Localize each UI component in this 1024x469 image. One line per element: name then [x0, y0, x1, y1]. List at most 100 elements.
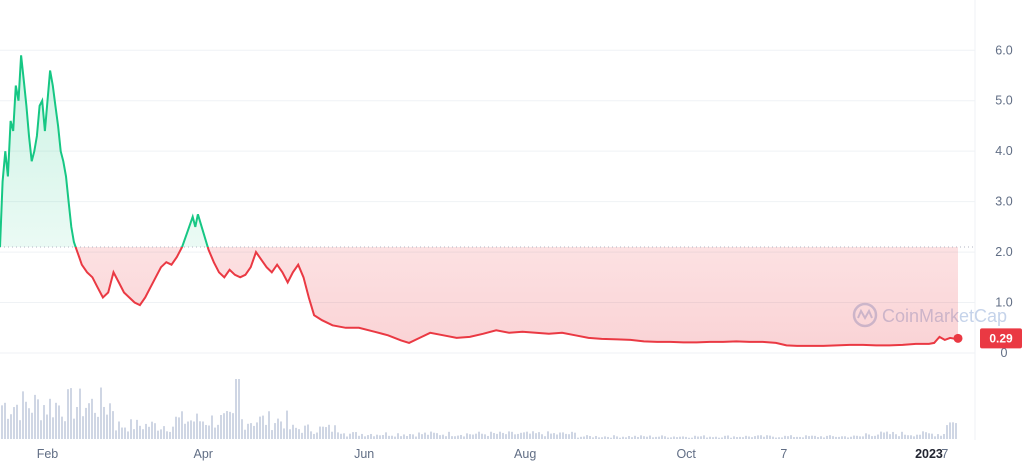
volume-bar	[760, 435, 762, 439]
volume-bar	[556, 434, 558, 439]
volume-bar	[103, 406, 105, 439]
volume-bar	[37, 399, 39, 439]
volume-bar	[847, 437, 849, 439]
y-tick-label: 0	[1001, 346, 1008, 360]
volume-bar	[430, 431, 432, 439]
volume-bar	[244, 429, 246, 439]
volume-bar	[763, 436, 765, 439]
volume-bar	[571, 431, 573, 439]
volume-bar	[820, 436, 822, 439]
volume-bar	[814, 435, 816, 439]
volume-bar	[220, 415, 222, 439]
volume-bar	[445, 436, 447, 439]
volume-bar	[241, 419, 243, 439]
volume-bar	[784, 435, 786, 439]
volume-bar	[868, 434, 870, 439]
volume-bar	[13, 407, 15, 439]
volume-bar	[136, 419, 138, 439]
volume-bar	[844, 436, 846, 439]
volume-bar	[775, 437, 777, 439]
volume-bar	[286, 410, 288, 439]
volume-bar	[688, 437, 690, 439]
volume-bar	[628, 436, 630, 439]
volume-bar	[172, 426, 174, 439]
volume-bar	[481, 433, 483, 439]
volume-bar	[7, 418, 9, 439]
volume-bar	[1, 405, 3, 439]
volume-bar	[73, 418, 75, 439]
volume-bar	[703, 435, 705, 439]
volume-bar	[667, 437, 669, 439]
volume-bar	[268, 411, 270, 439]
volume-bar	[640, 435, 642, 439]
volume-bar	[484, 434, 486, 439]
volume-bar	[733, 436, 735, 439]
volume-bar	[574, 432, 576, 439]
volume-bar	[337, 432, 339, 439]
volume-bar	[610, 437, 612, 439]
volume-bar	[802, 437, 804, 439]
volume-bar	[361, 433, 363, 439]
volume-bar	[652, 437, 654, 439]
volume-bar	[496, 433, 498, 439]
volume-bar	[532, 431, 534, 439]
volume-bar	[433, 432, 435, 439]
volume-bar	[262, 415, 264, 439]
y-tick-label: 1.0	[995, 296, 1012, 310]
volume-bar	[778, 437, 780, 439]
volume-bar	[334, 425, 336, 439]
volume-bar	[145, 423, 147, 439]
volume-bar	[142, 429, 144, 439]
volume-bar	[67, 389, 69, 439]
volume-bar	[70, 388, 72, 439]
volume-bar	[604, 436, 606, 439]
volume-bar	[322, 426, 324, 439]
volume-bar	[673, 436, 675, 439]
volume-bar	[265, 424, 267, 439]
y-tick-label: 4.0	[995, 144, 1012, 158]
volume-bar	[382, 435, 384, 439]
volume-bar	[97, 416, 99, 439]
volume-bar	[796, 436, 798, 439]
volume-bar	[391, 435, 393, 439]
volume-bar	[565, 433, 567, 439]
volume-bar	[112, 411, 114, 439]
volume-bar	[376, 434, 378, 439]
volume-bar	[580, 436, 582, 439]
volume-bar	[19, 420, 21, 439]
volume-bar	[643, 436, 645, 439]
volume-bar	[910, 435, 912, 439]
current-price-dot	[953, 333, 963, 343]
volume-bar	[748, 436, 750, 439]
volume-bar	[253, 425, 255, 439]
volume-bar	[694, 435, 696, 439]
volume-bar	[841, 436, 843, 439]
volume-bar	[307, 424, 309, 439]
volume-bar	[826, 435, 828, 439]
volume-bars	[1, 379, 957, 439]
volume-bar	[64, 421, 66, 439]
volume-bar	[754, 436, 756, 439]
volume-bar	[625, 437, 627, 439]
volume-bar	[415, 436, 417, 439]
volume-bar	[805, 435, 807, 439]
volume-bar	[121, 427, 123, 439]
volume-bar	[541, 434, 543, 439]
volume-bar	[646, 436, 648, 439]
volume-bar	[193, 421, 195, 439]
volume-bar	[769, 435, 771, 439]
volume-bar	[439, 435, 441, 439]
volume-bar	[298, 429, 300, 439]
volume-bar	[895, 434, 897, 439]
volume-bar	[214, 427, 216, 439]
volume-bar	[871, 436, 873, 439]
volume-bar	[901, 431, 903, 439]
volume-bar	[922, 431, 924, 439]
volume-bar	[82, 416, 84, 439]
volume-bar	[232, 413, 234, 439]
volume-bar	[472, 434, 474, 439]
volume-bar	[160, 429, 162, 439]
volume-bar	[424, 432, 426, 439]
volume-bar	[466, 433, 468, 439]
